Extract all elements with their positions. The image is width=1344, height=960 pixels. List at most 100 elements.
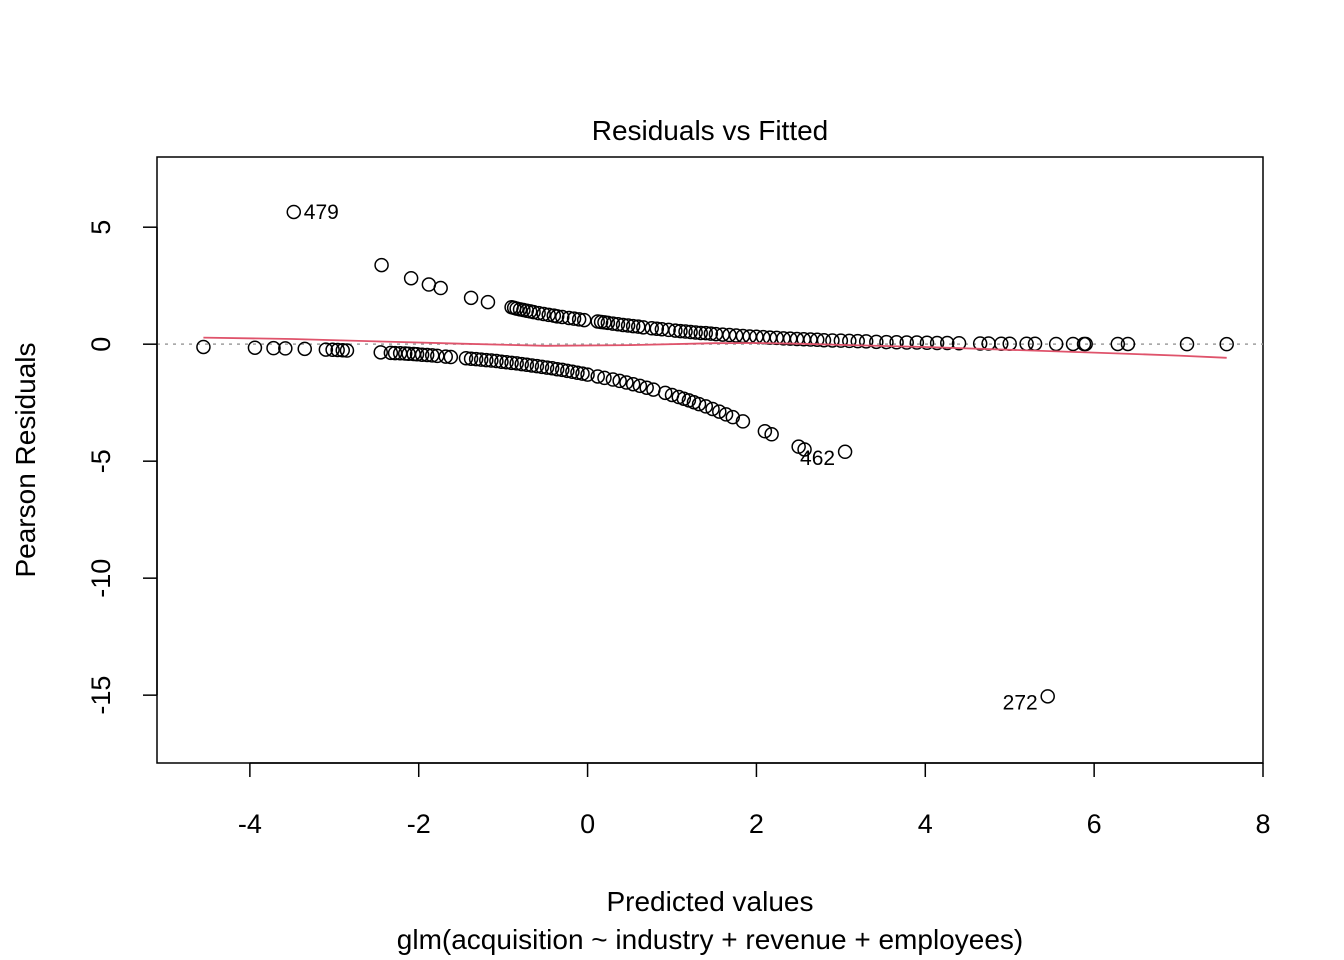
y-axis: 5 0 -5 -10 -15 <box>86 220 158 715</box>
residual-point <box>335 343 350 358</box>
residual-point <box>632 378 648 394</box>
residual-point <box>705 401 720 417</box>
residual-point <box>529 358 545 374</box>
residual-point <box>615 317 631 333</box>
residual-point <box>514 356 529 372</box>
residual-point <box>519 357 535 373</box>
residual-point <box>869 334 884 350</box>
residual-point <box>698 325 714 341</box>
residual-point <box>858 334 874 349</box>
residual-point <box>419 347 435 363</box>
residual-point <box>468 351 484 367</box>
residual-point <box>639 380 654 395</box>
residual-point <box>889 335 904 350</box>
residual-point <box>625 376 641 392</box>
residual-point <box>1179 336 1195 352</box>
residual-point <box>555 362 570 378</box>
residual-point <box>374 257 389 273</box>
y-tick-label: 0 <box>86 337 116 352</box>
residual-point <box>458 350 474 366</box>
residual-point <box>571 312 587 327</box>
residual-point <box>463 351 479 366</box>
residual-point <box>712 404 727 419</box>
residual-point <box>541 307 556 323</box>
residual-point <box>473 352 489 367</box>
residual-point <box>879 334 894 350</box>
residual-point <box>297 341 312 357</box>
residual-point <box>600 315 616 331</box>
residual-point <box>266 340 281 356</box>
residual-point <box>899 335 914 350</box>
residual-point <box>625 318 641 334</box>
residual-point <box>661 322 676 338</box>
y-axis-title: Pearson Residuals <box>10 342 41 577</box>
residual-point <box>833 333 849 348</box>
x-tick-label: -4 <box>238 809 262 839</box>
residual-point <box>972 336 988 351</box>
residual-point <box>443 349 459 365</box>
residual-point <box>339 343 355 358</box>
residual-point <box>499 354 514 370</box>
x-tick-label: 6 <box>1087 809 1102 839</box>
residual-point <box>494 354 509 369</box>
residual-point <box>649 321 665 336</box>
residual-point <box>683 324 698 340</box>
residual-point <box>605 372 621 387</box>
residual-point <box>757 423 773 439</box>
residual-point <box>414 347 430 362</box>
residual-point <box>555 309 570 325</box>
residual-point <box>479 352 494 368</box>
residual-point <box>409 346 425 362</box>
residual-point <box>566 311 582 326</box>
x-tick-label: 0 <box>580 809 595 839</box>
residual-point <box>951 335 967 351</box>
x-tick-label: -2 <box>407 809 431 839</box>
x-tick-label: 8 <box>1255 809 1270 839</box>
residual-point <box>575 366 590 381</box>
residual-point <box>433 280 448 296</box>
residual-point <box>764 427 779 442</box>
residual-point <box>698 399 714 414</box>
residual-point <box>524 358 540 373</box>
residual-point <box>929 335 945 351</box>
residual-point <box>373 345 388 360</box>
residual-point <box>658 385 673 401</box>
x-tick-label: 4 <box>918 809 933 839</box>
y-tick-label: 5 <box>86 220 116 235</box>
residual-point <box>536 306 551 322</box>
residual-point <box>549 361 565 377</box>
residual-point <box>619 375 634 390</box>
residual-point <box>1219 336 1234 352</box>
residual-point <box>725 409 741 425</box>
residual-point <box>383 345 399 361</box>
residual-point <box>544 361 560 376</box>
y-tick-label: -5 <box>86 449 116 473</box>
outlier-point <box>837 444 853 460</box>
residual-point <box>909 335 925 350</box>
residual-point <box>939 335 955 351</box>
residual-point <box>526 304 541 320</box>
residual-point <box>489 353 504 369</box>
residual-point <box>565 364 580 380</box>
residual-point <box>463 290 479 306</box>
residual-point <box>539 360 555 375</box>
outlier-point <box>286 204 302 220</box>
residual-point <box>484 353 499 368</box>
residual-point <box>678 324 693 339</box>
chart-title: Residuals vs Fitted <box>592 115 829 146</box>
residual-point <box>597 370 612 386</box>
point-labels-layer: 479 462 272 <box>304 201 1038 714</box>
residual-point <box>560 363 575 379</box>
residual-point <box>330 342 345 358</box>
residual-point <box>570 365 585 380</box>
residual-point <box>919 335 935 351</box>
residual-point <box>809 332 825 347</box>
y-tick-label: -15 <box>86 676 116 715</box>
x-tick-label: 2 <box>749 809 764 839</box>
residual-point <box>590 369 605 384</box>
smooth-line <box>203 336 1227 359</box>
residual-point <box>718 407 734 422</box>
points-layer <box>196 204 1234 704</box>
